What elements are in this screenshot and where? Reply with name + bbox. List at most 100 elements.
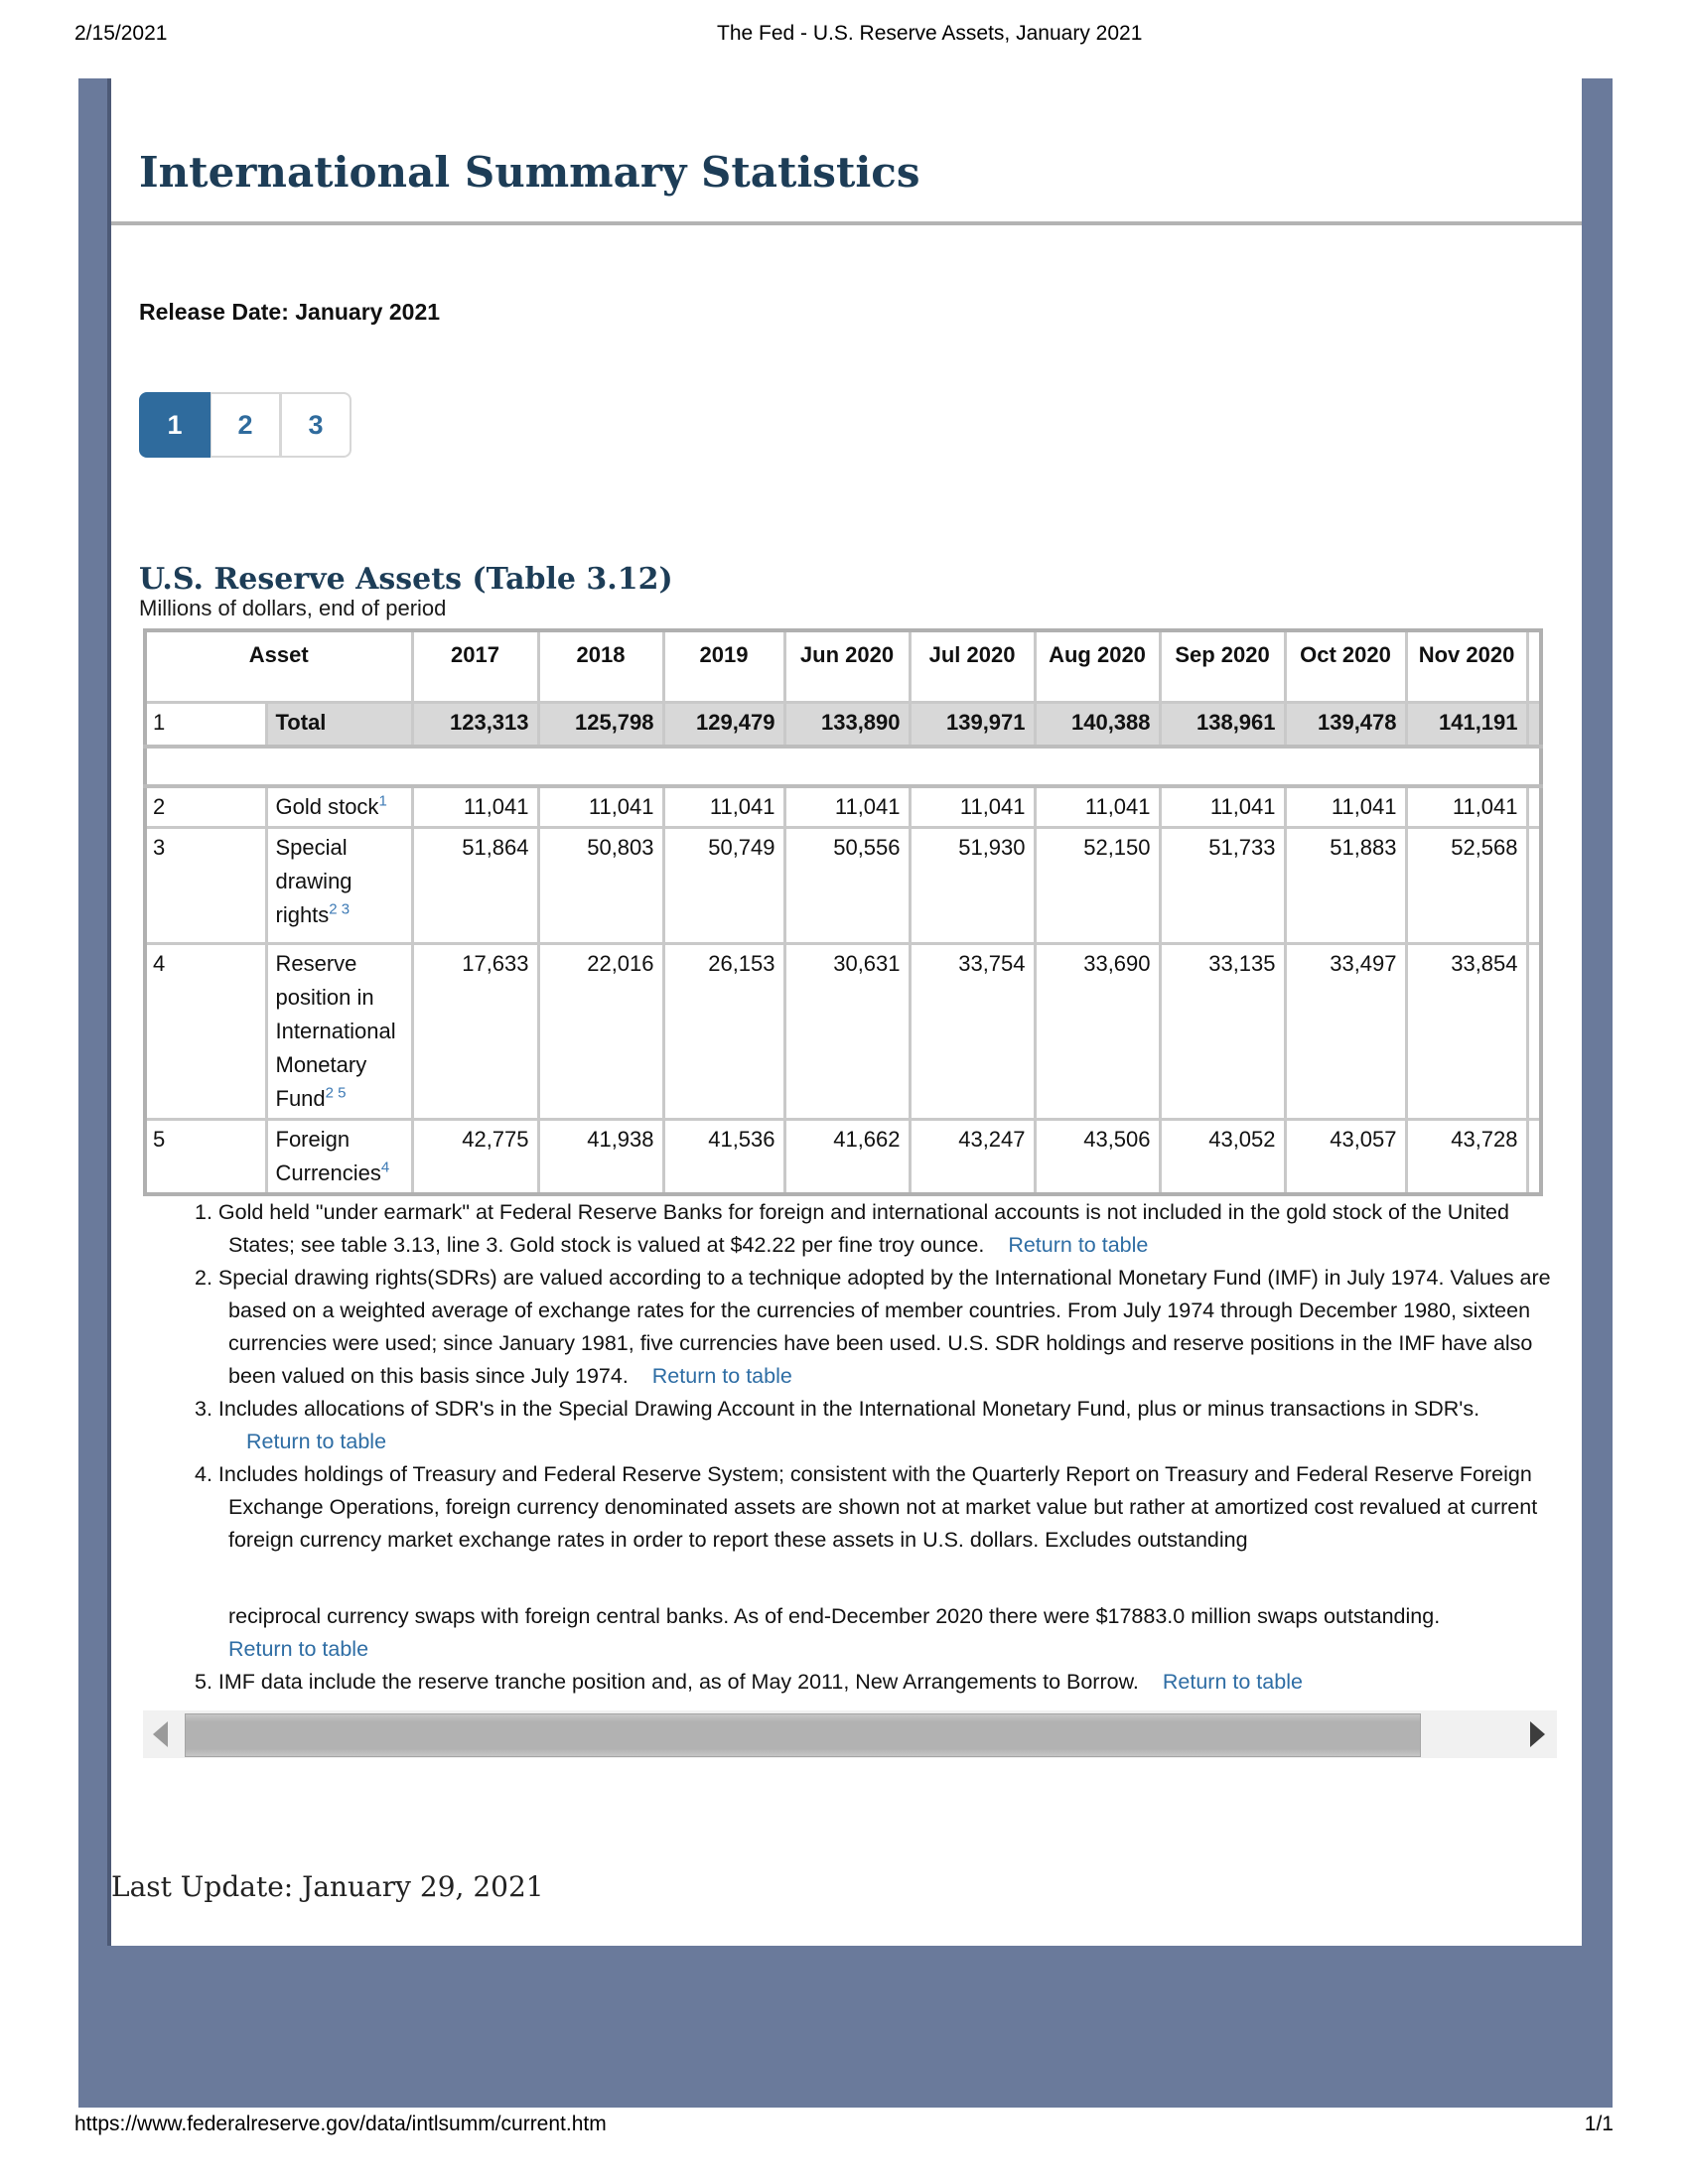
- print-footer-url: https://www.federalreserve.gov/data/intl…: [74, 2113, 607, 2135]
- cell-value: 11,041: [1033, 784, 1162, 829]
- cell-value: 41,938: [536, 1118, 665, 1196]
- cell-value: 30,631: [782, 942, 912, 1121]
- reserve-assets-table: Asset 2017 2018 2019 Jun 2020 Jul 2020 A…: [143, 628, 1544, 1196]
- scrollbar-left-arrow-icon[interactable]: [153, 1721, 168, 1747]
- pagination-page-3[interactable]: 3: [281, 392, 352, 458]
- column-header-jul-2020: Jul 2020: [908, 628, 1037, 704]
- footnote-text: Special drawing rights(SDRs) are valued …: [217, 1266, 1551, 1388]
- return-to-table-link[interactable]: Return to table: [1162, 1670, 1303, 1694]
- footnote-4: 4. Includes holdings of Treasury and Fed…: [195, 1458, 1561, 1666]
- footnote-5: 5. IMF data include the reserve tranche …: [195, 1666, 1561, 1699]
- table-row-sdr: 3 Special drawing rights2 3 51,864 50,80…: [143, 826, 1543, 945]
- cell-value: 51,864: [410, 826, 540, 945]
- return-to-table-link[interactable]: Return to table: [246, 1430, 387, 1453]
- row-label: Total: [264, 700, 414, 749]
- row-number: 1: [143, 700, 268, 749]
- table-row-total: 1 Total 123,313 125,798 129,479 133,890 …: [143, 700, 1543, 749]
- cell-value: 41,662: [782, 1118, 912, 1196]
- cell-value: 11,041: [1283, 784, 1408, 829]
- footnote-3: 3. Includes allocations of SDR's in the …: [195, 1393, 1561, 1458]
- cell-value: 11,041: [410, 784, 540, 829]
- table-row-gold-stock: 2 Gold stock1 11,041 11,041 11,041 11,04…: [143, 784, 1543, 829]
- pagination-page-2[interactable]: 2: [211, 392, 281, 458]
- column-header-asset: Asset: [143, 628, 414, 704]
- cell-value: 43,052: [1158, 1118, 1287, 1196]
- cell-value: 52,568: [1404, 826, 1529, 945]
- cell-value: 11,041: [1404, 784, 1529, 829]
- cell-value: 11,041: [536, 784, 665, 829]
- table-cut-column-cell: [1525, 826, 1543, 945]
- footnote-number: 3.: [195, 1397, 212, 1421]
- row-number: 2: [143, 784, 268, 829]
- cell-value: 33,854: [1404, 942, 1529, 1121]
- footnote-ref-link[interactable]: 2 3: [329, 900, 351, 918]
- cell-value: 11,041: [1158, 784, 1287, 829]
- row-label: Special drawing rights2 3: [264, 826, 414, 945]
- cell-value: 51,930: [908, 826, 1037, 945]
- footnote-text: Gold held "under earmark" at Federal Res…: [217, 1200, 1509, 1257]
- webpage-background: International Summary Statistics Release…: [78, 78, 1613, 2108]
- cell-value: 50,556: [782, 826, 912, 945]
- return-to-table-link[interactable]: Return to table: [228, 1637, 369, 1661]
- cell-value: 52,150: [1033, 826, 1162, 945]
- cell-value: 11,041: [661, 784, 786, 829]
- column-header-sep-2020: Sep 2020: [1158, 628, 1287, 704]
- column-header-jun-2020: Jun 2020: [782, 628, 912, 704]
- section-heading: U.S. Reserve Assets (Table 3.12): [139, 561, 673, 597]
- footnotes: 1. Gold held "under earmark" at Federal …: [143, 1196, 1561, 1699]
- cell-value: 43,057: [1283, 1118, 1408, 1196]
- table-cut-column-cell: [1525, 700, 1543, 749]
- scrollbar-right-arrow-icon[interactable]: [1530, 1721, 1545, 1747]
- last-update: Last Update: January 29, 2021: [111, 1870, 544, 1903]
- row-label: Gold stock1: [264, 784, 414, 829]
- cell-value: 33,690: [1033, 942, 1162, 1121]
- cell-value: 50,749: [661, 826, 786, 945]
- cell-value: 43,247: [908, 1118, 1037, 1196]
- footnote-text-continued: reciprocal currency swaps with foreign c…: [228, 1604, 1441, 1628]
- cell-value: 123,313: [410, 700, 540, 749]
- footnote-ref-link[interactable]: 2 5: [325, 1084, 347, 1102]
- column-header-2017: 2017: [410, 628, 540, 704]
- return-to-table-link[interactable]: Return to table: [651, 1364, 792, 1388]
- cell-value: 129,479: [661, 700, 786, 749]
- table-row-foreign-currencies: 5 Foreign Currencies4 42,775 41,938 41,5…: [143, 1118, 1543, 1196]
- footnote-text: Includes holdings of Treasury and Federa…: [217, 1462, 1538, 1552]
- reserve-assets-table-wrap: Asset 2017 2018 2019 Jun 2020 Jul 2020 A…: [143, 628, 1545, 1196]
- cell-value: 26,153: [661, 942, 786, 1121]
- cell-value: 33,497: [1283, 942, 1408, 1121]
- pagination-page-1[interactable]: 1: [139, 392, 211, 458]
- row-label-text: Special drawing rights: [275, 835, 352, 927]
- footnote-number: 1.: [195, 1200, 212, 1224]
- column-header-2018: 2018: [536, 628, 665, 704]
- horizontal-scrollbar[interactable]: [143, 1710, 1557, 1758]
- footnote-number: 5.: [195, 1670, 212, 1694]
- cell-value: 11,041: [908, 784, 1037, 829]
- table-header-row: Asset 2017 2018 2019 Jun 2020 Jul 2020 A…: [143, 628, 1543, 704]
- cell-value: 41,536: [661, 1118, 786, 1196]
- table-cut-column-cell: [1525, 784, 1543, 829]
- row-number: 4: [143, 942, 268, 1121]
- column-header-oct-2020: Oct 2020: [1283, 628, 1408, 704]
- release-date: Release Date: January 2021: [139, 299, 441, 325]
- footnote-ref-link[interactable]: 1: [378, 792, 387, 810]
- table-caption: Millions of dollars, end of period: [139, 596, 447, 620]
- scrollbar-thumb[interactable]: [185, 1713, 1421, 1757]
- footnote-ref-link[interactable]: 4: [380, 1159, 390, 1176]
- footnote-text: Includes allocations of SDR's in the Spe…: [217, 1397, 1480, 1421]
- row-label: Reserve position in International Moneta…: [264, 942, 414, 1121]
- table-row-imf-reserve-position: 4 Reserve position in International Mone…: [143, 942, 1543, 1121]
- cell-value: 22,016: [536, 942, 665, 1121]
- return-to-table-link[interactable]: Return to table: [1008, 1233, 1149, 1257]
- table-spacer-row: [145, 745, 1542, 788]
- row-label-text: Reserve position in International Moneta…: [275, 951, 396, 1111]
- cell-value: 51,883: [1283, 826, 1408, 945]
- cell-value: 139,971: [908, 700, 1037, 749]
- cell-value: 17,633: [410, 942, 540, 1121]
- column-header-2019: 2019: [661, 628, 786, 704]
- row-number: 5: [143, 1118, 268, 1196]
- cell-value: 33,754: [908, 942, 1037, 1121]
- row-label-text: Foreign Currencies: [275, 1127, 381, 1185]
- print-header-date: 2/15/2021: [74, 22, 168, 45]
- cell-value: 138,961: [1158, 700, 1287, 749]
- cell-value: 43,728: [1404, 1118, 1529, 1196]
